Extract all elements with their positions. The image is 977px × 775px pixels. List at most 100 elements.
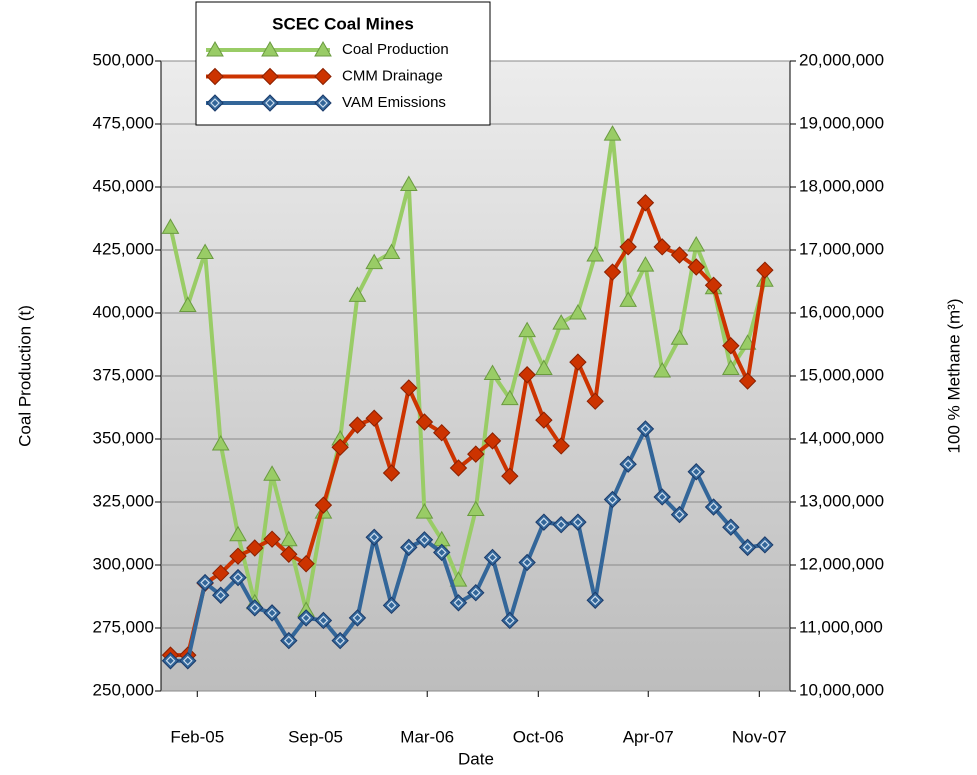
y2-tick-label: 11,000,000 [799,617,883,636]
marker [535,513,553,531]
marker [501,611,519,630]
y-axis-title: Coal Production (t) [15,305,34,447]
marker-shape [619,238,637,256]
marker-inner [301,613,311,623]
marker-inner [573,517,583,528]
marker-shape [314,94,332,112]
marker [348,286,367,302]
y2-tick-label: 18,000,000 [799,176,884,195]
marker [263,604,281,622]
marker-inner [233,572,243,583]
marker-shape [704,498,723,516]
y2-tick-label: 19,000,000 [799,113,884,132]
marker-inner [436,547,447,558]
marker [722,518,740,536]
marker-inner [607,494,618,505]
marker-shape [449,459,468,477]
marker-shape [552,515,570,534]
marker-shape [653,488,671,506]
legend-label: VAM Emissions [342,94,446,111]
x-tick-label: Nov-07 [732,727,787,746]
marker [261,67,279,86]
y2-axis-title: 100 % Methane (m³) [944,299,963,454]
marker [653,488,671,506]
marker-inner [487,552,498,563]
marker [261,40,279,57]
marker [636,420,655,438]
marker [518,321,536,338]
x-axis-title: Date [458,749,494,768]
marker [382,243,401,260]
marker-shape [687,258,705,276]
marker [483,432,502,450]
marker [382,464,401,482]
marker-shape [704,276,723,294]
marker [756,261,774,279]
marker-shape [229,568,247,587]
marker-inner [352,613,363,623]
marker-shape [297,609,315,627]
marker [297,609,315,627]
marker [365,409,383,427]
marker-inner [760,539,770,550]
marker-shape [722,518,740,536]
marker-shape [314,67,332,86]
marker-shape [280,545,298,563]
marker [246,539,264,557]
y-tick-label: 500,000 [93,50,154,69]
marker-shape [400,379,418,397]
marker [619,291,638,307]
marker [400,538,418,557]
y-tick-label: 400,000 [93,302,154,321]
y2-tick-label: 14,000,000 [799,428,884,447]
marker-shape [738,372,757,390]
marker [314,611,333,630]
marker-shape [161,652,180,670]
marker-inner [165,655,176,666]
marker-inner [657,492,668,502]
marker [603,263,622,281]
marker [449,571,468,587]
legend-label: Coal Production [342,41,449,58]
marker [433,543,451,562]
marker [211,435,230,451]
marker-inner [318,98,328,108]
marker [500,389,519,406]
marker [314,94,332,112]
marker [603,125,622,141]
marker [178,296,197,312]
marker [365,253,384,270]
marker [670,329,689,345]
marker [196,573,214,592]
marker-inner [590,595,601,606]
marker [161,652,180,670]
marker [636,256,655,272]
marker-shape [738,538,757,557]
marker [229,568,247,587]
legend-title: SCEC Coal Mines [272,14,414,33]
marker-shape [212,586,230,604]
marker [483,548,502,567]
marker-shape [670,246,689,264]
legend-label: CMM Drainage [342,67,443,84]
marker [179,652,197,670]
marker [449,459,468,477]
marker-inner [522,557,532,568]
marker-shape [206,94,224,112]
marker-shape [382,596,401,615]
marker-shape [603,263,622,281]
marker-inner [369,532,380,543]
marker [619,238,637,256]
marker [400,379,418,397]
y-tick-label: 275,000 [93,617,154,636]
marker [569,513,587,531]
marker-inner [453,597,464,608]
marker-shape [331,438,349,456]
marker [331,631,349,650]
marker [206,40,224,57]
marker [552,314,571,330]
marker-shape [212,564,230,582]
marker-inner [210,98,220,108]
marker-inner [539,517,549,528]
marker [263,465,281,481]
